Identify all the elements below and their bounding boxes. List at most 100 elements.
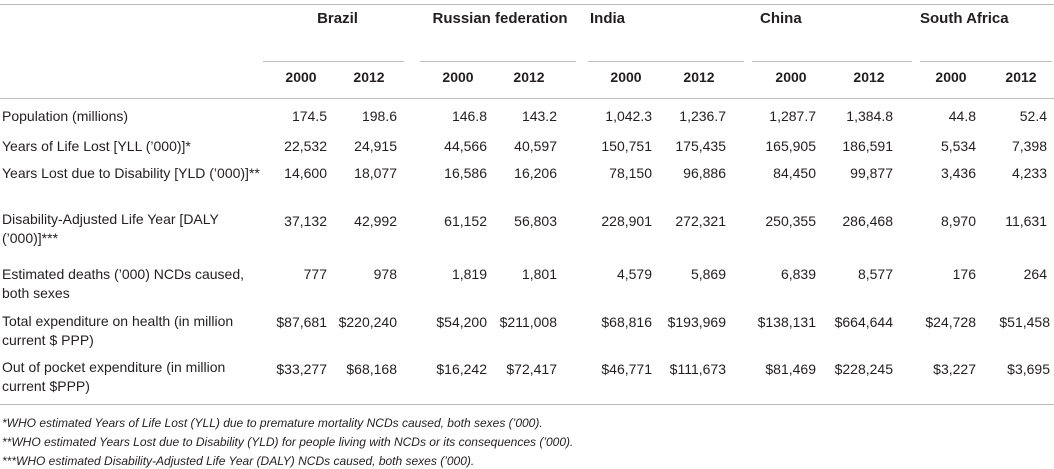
row-label-yll: Years of Life Lost [YLL (’000)]* [2,138,191,154]
country-header-south-africa: South Africa [920,10,1009,27]
table-cell: 165,905 [765,138,816,154]
table-cell: 176 [952,266,976,282]
table-cell: 1,287.7 [769,108,816,124]
table-cell: 4,579 [616,266,652,282]
table-cell: $51,458 [999,314,1050,330]
table-cell: $24,728 [925,314,976,330]
table-cell: 272,321 [675,213,726,229]
table-cell: $664,644 [834,314,893,330]
table-top-rule [0,4,1054,5]
table-cell: 1,236.7 [679,108,726,124]
table-cell: $228,245 [834,361,893,377]
table-cell: 286,468 [842,213,893,229]
group-rule-india [588,61,744,62]
table-cell: $220,240 [338,314,397,330]
row-label-population: Population (millions) [2,108,129,124]
table-cell: 1,801 [521,266,557,282]
footnote: ***WHO estimated Disability-Adjusted Lif… [2,454,475,468]
group-rule-russia [420,61,576,62]
year-header: 2000 [285,69,317,85]
year-header: 2000 [935,69,967,85]
year-header: 2000 [610,69,642,85]
group-rule-south-africa [920,61,1052,62]
table-cell: 8,577 [857,266,893,282]
table-cell: $3,227 [933,361,976,377]
table-cell: 228,901 [601,213,652,229]
year-header: 2000 [442,69,474,85]
table-cell: $68,168 [346,361,397,377]
row-label-total-expenditure: Total expenditure on health (in million … [2,313,234,348]
table-cell: 56,803 [514,213,557,229]
year-header: 2000 [775,69,807,85]
year-header: 2012 [353,69,385,85]
table-cell: 24,915 [354,138,397,154]
table-cell: 198.6 [361,108,397,124]
table-cell: 1,384.8 [846,108,893,124]
table-cell: $72,417 [506,361,557,377]
table-cell: 37,132 [284,213,327,229]
row-label-out-of-pocket: Out of pocket expenditure (in million cu… [2,359,226,394]
table-cell: 150,751 [601,138,652,154]
table-cell: $16,242 [436,361,487,377]
table-cell: 1,819 [451,266,487,282]
country-header-india: India [590,10,626,27]
table-cell: 44,566 [444,138,487,154]
table-cell: 3,436 [940,165,976,181]
table-cell: 61,152 [444,213,487,229]
year-header: 2012 [1005,69,1037,85]
table-cell: 96,886 [683,165,726,181]
year-header: 2012 [853,69,885,85]
row-label-deaths: Estimated deaths (’000) NCDs caused, bot… [2,266,244,301]
table-cell: 42,992 [354,213,397,229]
table-cell: 7,398 [1011,138,1047,154]
table-cell: $68,816 [601,314,652,330]
table-cell: $211,008 [499,314,557,330]
country-header-brazil: Brazil [317,10,358,27]
footnote: **WHO estimated Years Lost due to Disabi… [2,435,574,449]
table-cell: 1,042.3 [605,108,652,124]
table-cell: 84,450 [773,165,816,181]
table-cell: 14,600 [284,165,327,181]
table-cell: 186,591 [842,138,893,154]
table-cell: 250,355 [765,213,816,229]
table-cell: $33,277 [276,361,327,377]
table-cell: 174.5 [291,108,327,124]
footnote: *WHO estimated Years of Life Lost (YLL) … [2,416,543,430]
row-label-daly: Disability-Adjusted Life Year [DALY (’00… [2,211,219,246]
table-cell: 146.8 [451,108,487,124]
table-cell: 978 [373,266,397,282]
table-cell: $46,771 [601,361,652,377]
table-cell: $54,200 [436,314,487,330]
table-cell: 99,877 [850,165,893,181]
table-cell: 52.4 [1019,108,1047,124]
table-cell: 6,839 [780,266,816,282]
table-cell: 175,435 [675,138,726,154]
table-cell: $111,673 [669,361,726,377]
table-cell: 44.8 [948,108,976,124]
header-bottom-rule [0,98,1054,99]
row-label-yld: Years Lost due to Disability [YLD (’000)… [2,165,260,181]
table-cell: $138,131 [757,314,816,330]
table-cell: 264 [1023,266,1047,282]
table-cell: 18,077 [354,165,397,181]
country-header-china: China [760,10,802,27]
table-cell: $3,695 [1007,361,1050,377]
table-cell: 11,631 [1005,213,1047,229]
table-cell: 8,970 [940,213,976,229]
table-cell: 143.2 [521,108,557,124]
table-cell: 777 [303,266,327,282]
table-cell: 16,206 [514,165,557,181]
table-cell: 40,597 [514,138,557,154]
country-header-russia: Russian federation [432,10,568,27]
group-rule-china [752,61,912,62]
table-cell: 4,233 [1011,165,1047,181]
table-cell: $87,681 [276,314,327,330]
table-cell: 5,869 [690,266,726,282]
table-cell: $193,969 [667,314,726,330]
year-header: 2012 [683,69,715,85]
year-header: 2012 [513,69,545,85]
group-rule-brazil [263,61,404,62]
table-cell: 22,532 [284,138,327,154]
table-cell: 16,586 [444,165,487,181]
table-bottom-rule [0,404,1054,405]
